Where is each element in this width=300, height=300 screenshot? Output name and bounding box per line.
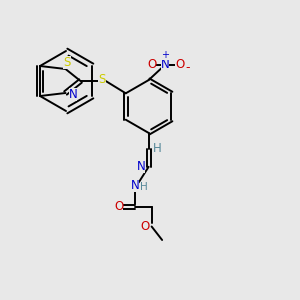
Text: S: S	[98, 73, 106, 86]
Text: N: N	[161, 58, 170, 71]
Text: N: N	[69, 88, 77, 101]
Text: -: -	[186, 61, 190, 74]
Text: O: O	[175, 58, 184, 71]
Text: O: O	[140, 220, 150, 233]
Text: O: O	[114, 200, 123, 214]
Text: N: N	[137, 160, 146, 173]
Text: H: H	[153, 142, 161, 155]
Text: S: S	[63, 56, 71, 69]
Text: +: +	[161, 50, 169, 60]
Text: H: H	[140, 182, 148, 192]
Text: O: O	[147, 58, 156, 71]
Text: N: N	[131, 179, 140, 192]
